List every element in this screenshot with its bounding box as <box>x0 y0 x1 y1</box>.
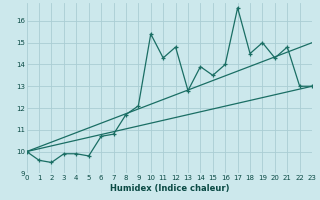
X-axis label: Humidex (Indice chaleur): Humidex (Indice chaleur) <box>110 184 229 193</box>
